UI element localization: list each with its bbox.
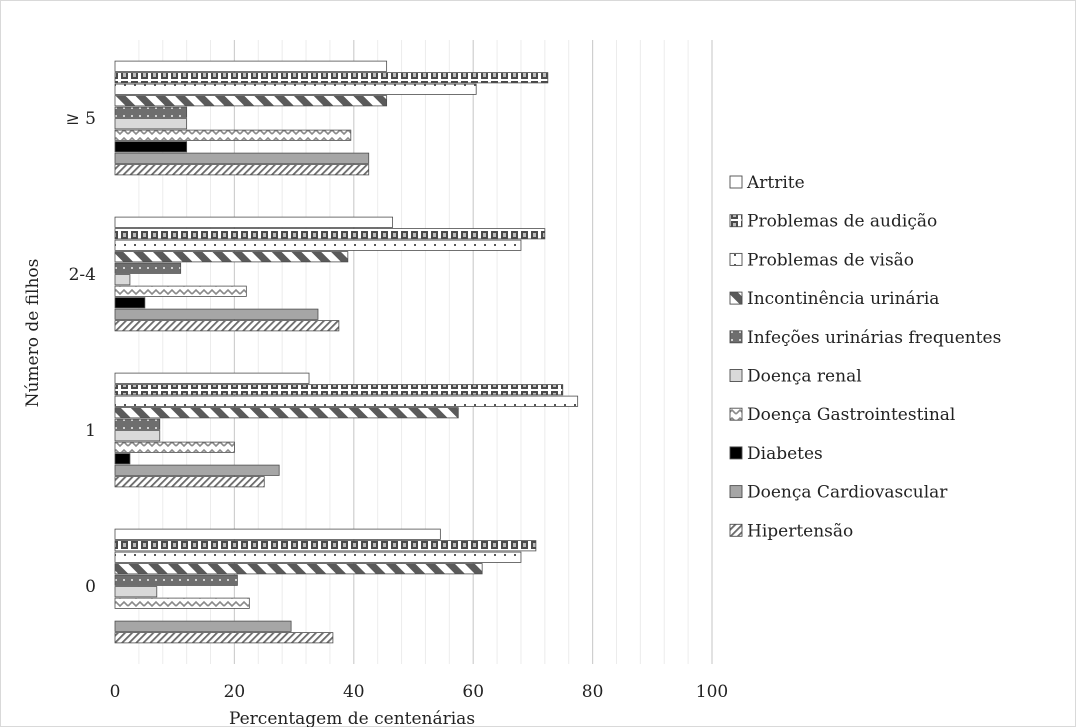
y-axis-category-labels: 0 1 2-4 ≥ 5 bbox=[66, 109, 96, 597]
legend-label: Infeções urinárias frequentes bbox=[747, 328, 1001, 348]
legend-swatch bbox=[729, 252, 743, 266]
bar-problemas-de-vis-o-2 bbox=[114, 239, 522, 251]
bar-diabetes-1 bbox=[114, 453, 131, 465]
bar-problemas-de-vis-o-0 bbox=[114, 551, 522, 563]
bar-hipertens-o-3 bbox=[114, 164, 370, 176]
bar-incontin-ncia-urin-ria-3 bbox=[114, 95, 388, 107]
bar-infe-es-urin-rias-frequentes-1 bbox=[114, 418, 161, 430]
bar-doen-a-renal-1 bbox=[114, 430, 161, 442]
bar-infe-es-urin-rias-frequentes-2 bbox=[114, 262, 182, 274]
bar-artrite-1 bbox=[114, 372, 310, 384]
bar-artrite-3 bbox=[114, 60, 388, 72]
legend-swatch bbox=[729, 446, 743, 460]
bar-artrite-0 bbox=[114, 528, 441, 540]
x-tick-label: 0 bbox=[110, 682, 121, 702]
bar-doen-a-renal-3 bbox=[114, 118, 188, 130]
bar-doen-a-gastrointestinal-1 bbox=[114, 441, 235, 453]
bar-infe-es-urin-rias-frequentes-0 bbox=[114, 574, 238, 586]
bar-hipertens-o-1 bbox=[114, 476, 265, 488]
legend-swatch bbox=[729, 214, 743, 228]
x-axis-tick-labels: 0 20 40 60 80 100 bbox=[110, 682, 729, 702]
bar-doen-a-cardiovascular-1 bbox=[114, 464, 280, 476]
legend-label: Doença Cardiovascular bbox=[747, 483, 948, 503]
legend-label: Incontinência urinária bbox=[747, 289, 939, 309]
bar-problemas-de-audi-o-0 bbox=[114, 540, 537, 552]
legend-swatch bbox=[729, 523, 743, 537]
bar-hipertens-o-0 bbox=[114, 632, 334, 644]
bar-doen-a-cardiovascular-2 bbox=[114, 308, 319, 320]
bar-incontin-ncia-urin-ria-2 bbox=[114, 251, 349, 263]
legend-label: Doença renal bbox=[747, 367, 862, 387]
y-category-label: 2-4 bbox=[69, 265, 96, 285]
y-category-label: ≥ 5 bbox=[66, 109, 96, 129]
legend-swatch bbox=[729, 485, 743, 499]
x-tick-label: 40 bbox=[343, 682, 365, 702]
bar-doen-a-gastrointestinal-0 bbox=[114, 597, 250, 609]
bar-doen-a-renal-2 bbox=[114, 274, 131, 286]
x-tick-label: 80 bbox=[582, 682, 604, 702]
legend-label: Problemas de audição bbox=[747, 212, 937, 232]
bar-problemas-de-vis-o-3 bbox=[114, 83, 477, 95]
bar-hipertens-o-2 bbox=[114, 320, 340, 332]
bar-problemas-de-audi-o-1 bbox=[114, 384, 564, 396]
bar-artrite-2 bbox=[114, 216, 394, 228]
legend-label: Artrite bbox=[746, 173, 805, 193]
legend-label: Problemas de visão bbox=[747, 250, 914, 270]
y-axis-title: Número de filhos bbox=[23, 259, 43, 408]
x-axis-title: Percentagem de centenárias bbox=[229, 709, 475, 727]
bar-incontin-ncia-urin-ria-0 bbox=[114, 563, 483, 575]
bar-problemas-de-vis-o-1 bbox=[114, 395, 579, 407]
bar-incontin-ncia-urin-ria-1 bbox=[114, 407, 459, 419]
x-tick-label: 20 bbox=[224, 682, 246, 702]
legend-swatch bbox=[729, 330, 743, 344]
bar-problemas-de-audi-o-3 bbox=[114, 72, 549, 84]
bar-series bbox=[114, 60, 579, 644]
bar-doen-a-gastrointestinal-2 bbox=[114, 285, 247, 297]
legend-label: Doença Gastrointestinal bbox=[747, 405, 955, 425]
bar-doen-a-renal-0 bbox=[114, 586, 158, 598]
bar-doen-a-cardiovascular-0 bbox=[114, 620, 292, 632]
bar-doen-a-gastrointestinal-3 bbox=[114, 129, 352, 141]
legend-label: Hipertensão bbox=[747, 521, 853, 541]
legend-swatch bbox=[729, 369, 743, 382]
legend-swatch bbox=[729, 407, 743, 421]
bar-diabetes-3 bbox=[114, 141, 188, 153]
y-category-label: 1 bbox=[85, 421, 96, 441]
bar-problemas-de-audi-o-2 bbox=[114, 228, 546, 240]
legend: Artrite Problemas de audição Problemas de … bbox=[729, 173, 1001, 541]
y-category-label: 0 bbox=[85, 577, 96, 597]
legend-swatch bbox=[729, 291, 743, 305]
bar-doen-a-cardiovascular-3 bbox=[114, 152, 370, 164]
bar-diabetes-2 bbox=[114, 297, 146, 309]
legend-swatch bbox=[729, 175, 743, 189]
x-tick-label: 60 bbox=[462, 682, 484, 702]
legend-label: Diabetes bbox=[747, 444, 823, 464]
bar-infe-es-urin-rias-frequentes-3 bbox=[114, 106, 188, 118]
x-tick-label: 100 bbox=[696, 682, 728, 702]
